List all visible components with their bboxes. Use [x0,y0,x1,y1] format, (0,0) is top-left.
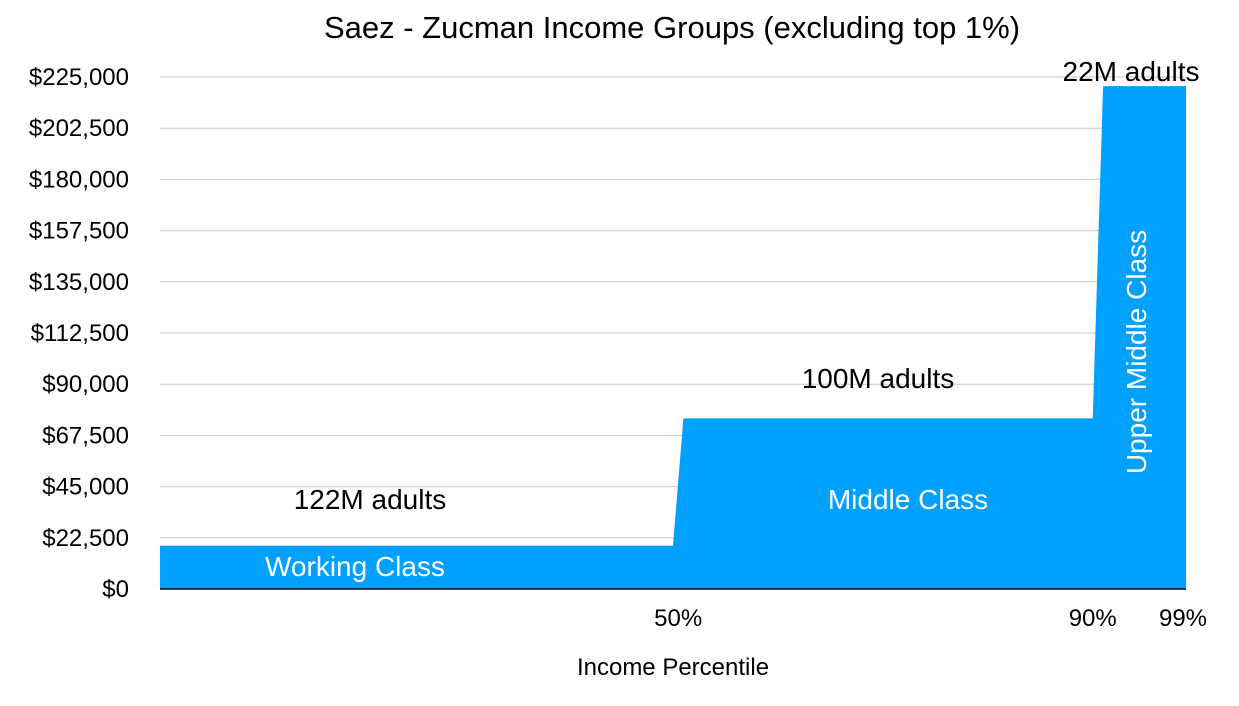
x-tick-label: 50% [654,605,702,632]
y-tick-label: $225,000 [29,64,129,91]
y-tick-label: $45,000 [42,474,129,501]
y-tick-label: $67,500 [42,422,129,449]
y-tick-label: $112,500 [31,320,129,347]
x-tick-label: 90% [1069,605,1117,632]
y-tick-label: $135,000 [29,269,129,296]
grid-lines [160,76,1186,539]
y-tick-label: $157,500 [29,218,129,245]
upper-middle-class-adults: 22M adults [1063,56,1200,87]
y-axis-ticks: $0 $22,500 $45,000 $67,500 $90,000 $112,500 $1… [29,64,129,603]
group-labels: Working Class 122M adults Middle Class 100M… [265,56,1199,582]
working-class-adults: 122M adults [294,484,447,515]
y-tick-label: $180,000 [29,166,129,193]
middle-class-adults: 100M adults [802,363,955,394]
x-axis-ticks: 50% 90% 99% [654,605,1207,632]
x-tick-label: 99% [1159,605,1207,632]
x-axis-label: Income Percentile [577,654,769,681]
upper-middle-class-label: Upper Middle Class [1121,230,1152,474]
income-area [160,86,1186,589]
y-tick-label: $90,000 [42,371,129,398]
y-tick-label: $202,500 [29,115,129,142]
working-class-label: Working Class [265,551,445,582]
chart-title: Saez - Zucman Income Groups (excluding t… [324,10,1020,45]
middle-class-label: Middle Class [828,484,988,515]
y-tick-label: $22,500 [42,525,129,552]
y-tick-label: $0 [102,576,129,603]
